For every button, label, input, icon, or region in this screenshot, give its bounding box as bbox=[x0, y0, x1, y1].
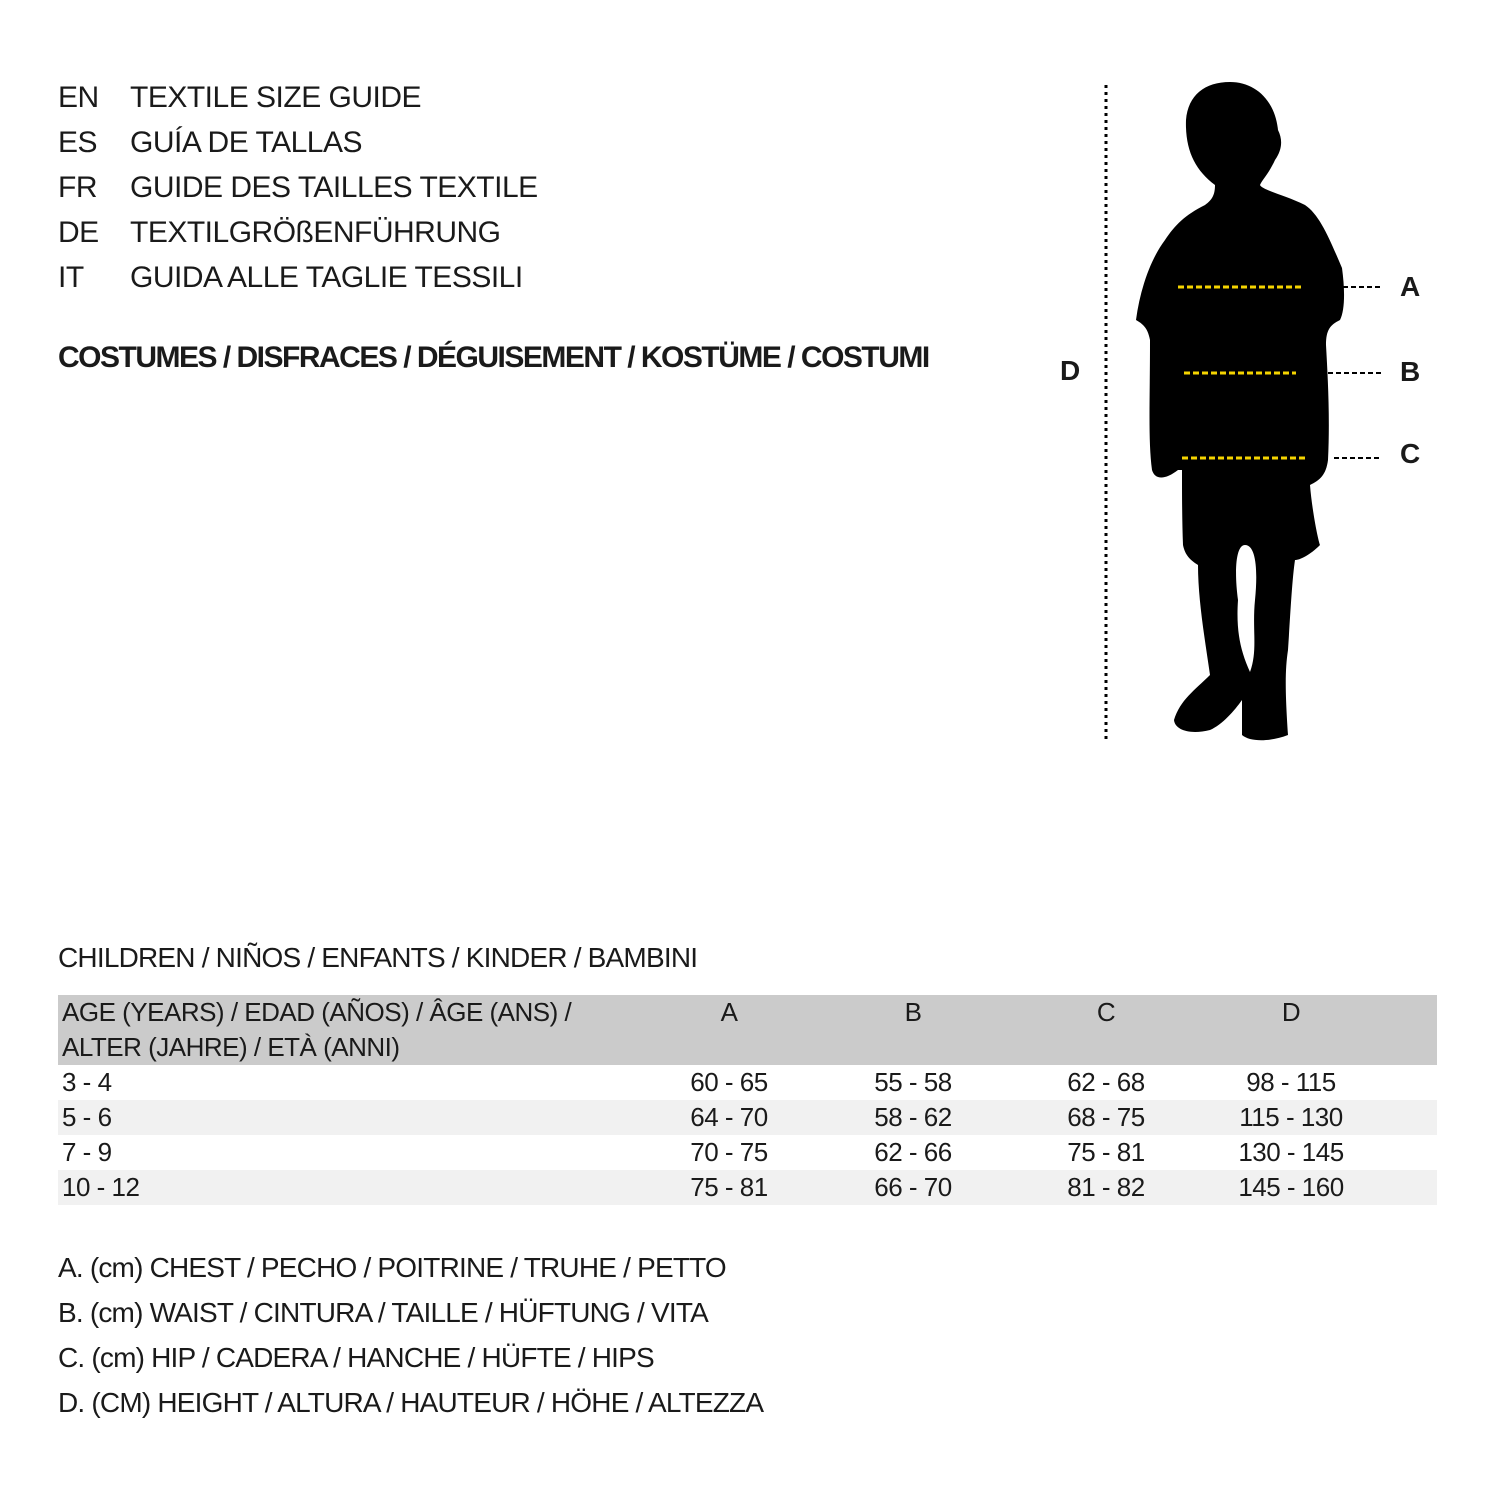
cell-b: 58 - 62 bbox=[874, 1102, 952, 1132]
cell-a: 75 - 81 bbox=[690, 1172, 768, 1202]
lang-title: TEXTILE SIZE GUIDE bbox=[130, 81, 422, 114]
cell-d: 130 - 145 bbox=[1238, 1137, 1344, 1167]
table-row: 10 - 12 75 - 81 66 - 70 81 - 82 145 - 16… bbox=[58, 1170, 1437, 1205]
table-row: 3 - 4 60 - 65 55 - 58 62 - 68 98 - 115 bbox=[58, 1065, 1437, 1100]
header-spacer bbox=[1376, 995, 1437, 1065]
label-c: C bbox=[1400, 438, 1421, 469]
cell-spacer bbox=[1376, 1170, 1437, 1205]
header-age-line1: AGE (YEARS) / EDAD (AÑOS) / ÂGE (ANS) / bbox=[62, 997, 572, 1027]
cell-age: 3 - 4 bbox=[62, 1067, 112, 1097]
leg-gap bbox=[1236, 545, 1257, 672]
table-row: 5 - 6 64 - 70 58 - 62 68 - 75 115 - 130 bbox=[58, 1100, 1437, 1135]
lang-code: IT bbox=[58, 261, 84, 294]
lang-code: FR bbox=[58, 171, 98, 204]
cell-c: 68 - 75 bbox=[1067, 1102, 1145, 1132]
cell-d: 145 - 160 bbox=[1238, 1172, 1344, 1202]
table-group-title: CHILDREN / NIÑOS / ENFANTS / KINDER / BA… bbox=[58, 942, 698, 973]
cell-c: 75 - 81 bbox=[1067, 1137, 1145, 1167]
lang-row-en: EN TEXTILE SIZE GUIDE bbox=[58, 78, 758, 118]
header-c: C bbox=[1096, 997, 1116, 1027]
cell-d: 98 - 115 bbox=[1246, 1067, 1336, 1097]
cell-a: 70 - 75 bbox=[690, 1137, 768, 1167]
lang-title: GUIDE DES TAILLES TEXTILE bbox=[130, 171, 538, 204]
label-d: D bbox=[1060, 355, 1081, 386]
cell-b: 55 - 58 bbox=[874, 1067, 952, 1097]
lang-code: ES bbox=[58, 126, 98, 159]
lang-row-es: ES GUÍA DE TALLAS bbox=[58, 123, 758, 163]
child-silhouette bbox=[1136, 82, 1345, 741]
lang-title: GUÍA DE TALLAS bbox=[130, 126, 363, 159]
cell-age: 10 - 12 bbox=[62, 1172, 140, 1202]
cell-spacer bbox=[1376, 1065, 1437, 1100]
header-b: B bbox=[904, 997, 922, 1027]
category-heading: COSTUMES / DISFRACES / DÉGUISEMENT / KOS… bbox=[58, 341, 930, 374]
header-age-line2: ALTER (JAHRE) / ETÀ (ANNI) bbox=[62, 1032, 400, 1062]
lang-code: DE bbox=[58, 216, 99, 249]
lang-row-de: DE TEXTILGRÖßENFÜHRUNG bbox=[58, 213, 758, 253]
cell-age: 5 - 6 bbox=[62, 1102, 112, 1132]
legend-height: D. (CM) HEIGHT / ALTURA / HAUTEUR / HÖHE… bbox=[58, 1387, 764, 1418]
cell-age: 7 - 9 bbox=[62, 1137, 112, 1167]
measurement-figure bbox=[1104, 82, 1382, 742]
cell-a: 60 - 65 bbox=[690, 1067, 768, 1097]
table-header-row: AGE (YEARS) / EDAD (AÑOS) / ÂGE (ANS) / … bbox=[58, 995, 1437, 1065]
cell-b: 62 - 66 bbox=[874, 1137, 952, 1167]
lang-title: GUIDA ALLE TAGLIE TESSILI bbox=[130, 261, 523, 294]
header-age: AGE (YEARS) / EDAD (AÑOS) / ÂGE (ANS) / … bbox=[58, 995, 638, 1065]
legend-chest: A. (cm) CHEST / PECHO / POITRINE / TRUHE… bbox=[58, 1252, 727, 1283]
header-d: D bbox=[1281, 997, 1301, 1027]
label-a: A bbox=[1400, 271, 1421, 302]
header-a: A bbox=[720, 997, 738, 1027]
lang-row-fr: FR GUIDE DES TAILLES TEXTILE bbox=[58, 168, 758, 208]
label-b: B bbox=[1400, 356, 1421, 387]
cell-b: 66 - 70 bbox=[874, 1172, 952, 1202]
cell-spacer bbox=[1376, 1135, 1437, 1170]
size-table: AGE (YEARS) / EDAD (AÑOS) / ÂGE (ANS) / … bbox=[58, 995, 1437, 1205]
legend-hip: C. (cm) HIP / CADERA / HANCHE / HÜFTE / … bbox=[58, 1342, 655, 1373]
legend-waist: B. (cm) WAIST / CINTURA / TAILLE / HÜFTU… bbox=[58, 1297, 709, 1328]
lang-row-it: IT GUIDA ALLE TAGLIE TESSILI bbox=[58, 258, 758, 298]
cell-a: 64 - 70 bbox=[690, 1102, 768, 1132]
lang-title: TEXTILGRÖßENFÜHRUNG bbox=[130, 216, 501, 249]
cell-d: 115 - 130 bbox=[1239, 1102, 1343, 1132]
cell-c: 62 - 68 bbox=[1067, 1067, 1145, 1097]
cell-spacer bbox=[1376, 1100, 1437, 1135]
cell-c: 81 - 82 bbox=[1067, 1172, 1145, 1202]
lang-code: EN bbox=[58, 81, 99, 114]
table-row: 7 - 9 70 - 75 62 - 66 75 - 81 130 - 145 bbox=[58, 1135, 1437, 1170]
